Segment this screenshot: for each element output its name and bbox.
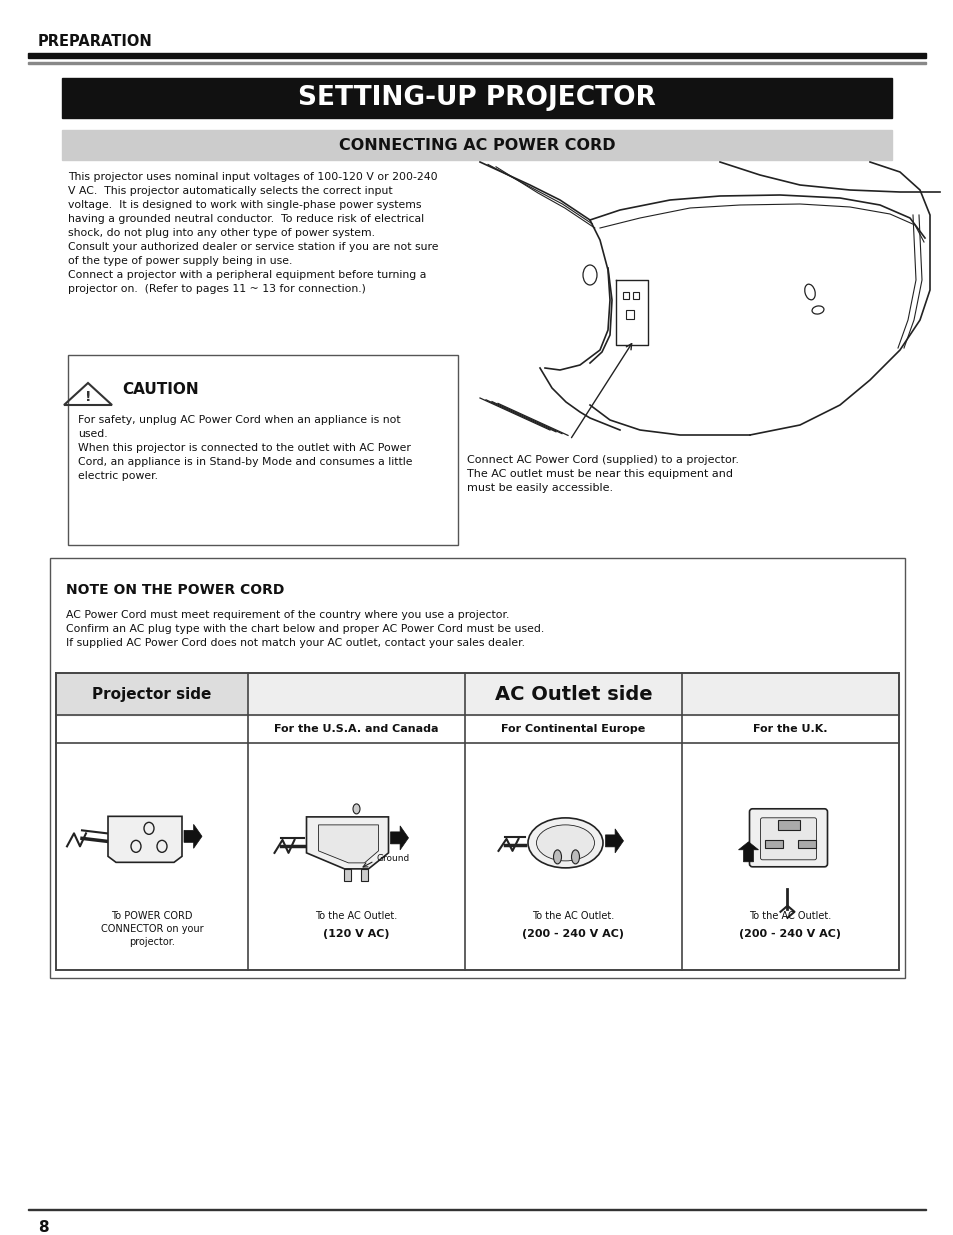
Bar xyxy=(798,840,816,847)
Ellipse shape xyxy=(536,825,594,861)
Text: Connect AC Power Cord (supplied) to a projector.
The AC outlet must be near this: Connect AC Power Cord (supplied) to a pr… xyxy=(467,454,739,493)
Bar xyxy=(28,62,925,64)
Bar xyxy=(50,558,904,978)
Bar xyxy=(28,1209,925,1210)
Bar xyxy=(622,291,628,299)
Polygon shape xyxy=(605,829,623,853)
Bar xyxy=(633,291,639,299)
Text: NOTE ON THE POWER CORD: NOTE ON THE POWER CORD xyxy=(66,583,284,597)
Text: Projector side: Projector side xyxy=(92,687,212,701)
Bar xyxy=(56,673,248,715)
Text: !: ! xyxy=(85,389,91,404)
Text: For safety, unplug AC Power Cord when an appliance is not
used.
When this projec: For safety, unplug AC Power Cord when an… xyxy=(78,415,412,480)
Text: For the U.K.: For the U.K. xyxy=(753,724,827,734)
Polygon shape xyxy=(306,816,388,869)
Bar xyxy=(361,869,368,881)
Ellipse shape xyxy=(571,850,578,863)
Bar xyxy=(625,310,634,319)
FancyBboxPatch shape xyxy=(760,818,816,860)
Text: For the U.S.A. and Canada: For the U.S.A. and Canada xyxy=(274,724,438,734)
FancyBboxPatch shape xyxy=(749,809,826,867)
Text: To the AC Outlet.: To the AC Outlet. xyxy=(749,911,831,921)
Text: SETTING-UP PROJECTOR: SETTING-UP PROJECTOR xyxy=(297,85,656,111)
Text: 8: 8 xyxy=(38,1219,49,1235)
Polygon shape xyxy=(390,826,408,850)
Text: To POWER CORD
CONNECTOR on your
projector.: To POWER CORD CONNECTOR on your projecto… xyxy=(101,911,203,947)
Ellipse shape xyxy=(353,804,359,814)
Bar xyxy=(62,78,891,119)
Bar xyxy=(344,869,351,881)
Text: (120 V AC): (120 V AC) xyxy=(323,929,390,939)
Text: (200 - 240 V AC): (200 - 240 V AC) xyxy=(739,929,841,939)
Text: CAUTION: CAUTION xyxy=(122,382,198,396)
Polygon shape xyxy=(318,825,378,863)
Text: CONNECTING AC POWER CORD: CONNECTING AC POWER CORD xyxy=(338,137,615,152)
Bar xyxy=(248,673,898,715)
Text: This projector uses nominal input voltages of 100-120 V or 200-240
V AC.  This p: This projector uses nominal input voltag… xyxy=(68,172,438,294)
Bar xyxy=(62,130,891,161)
Bar xyxy=(778,820,800,830)
Text: To the AC Outlet.: To the AC Outlet. xyxy=(532,911,614,921)
Text: PREPARATION: PREPARATION xyxy=(38,35,152,49)
Text: Ground: Ground xyxy=(376,855,410,863)
Polygon shape xyxy=(738,842,758,862)
Ellipse shape xyxy=(553,850,561,863)
Bar xyxy=(28,53,925,58)
Text: (200 - 240 V AC): (200 - 240 V AC) xyxy=(522,929,624,939)
Text: For Continental Europe: For Continental Europe xyxy=(501,724,645,734)
Polygon shape xyxy=(184,824,202,848)
Ellipse shape xyxy=(527,818,602,868)
Text: AC Power Cord must meet requirement of the country where you use a projector.
Co: AC Power Cord must meet requirement of t… xyxy=(66,610,543,648)
Polygon shape xyxy=(108,816,182,862)
Text: To the AC Outlet.: To the AC Outlet. xyxy=(315,911,397,921)
Bar xyxy=(68,354,457,545)
Text: AC Outlet side: AC Outlet side xyxy=(495,684,652,704)
Bar xyxy=(764,840,782,847)
